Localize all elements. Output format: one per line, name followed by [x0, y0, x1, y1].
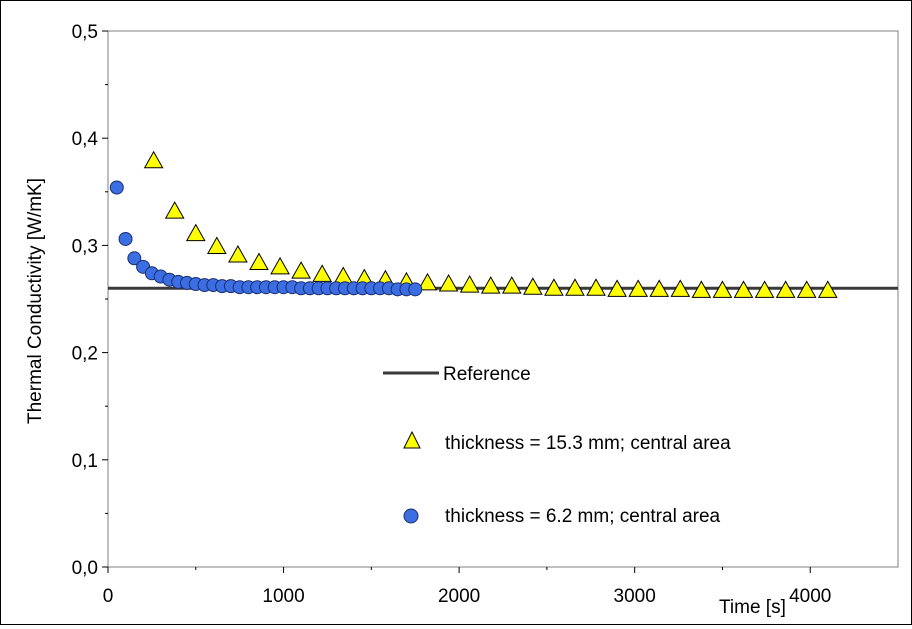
y-tick-label: 0,2: [72, 344, 98, 365]
triangle-point: [270, 256, 290, 275]
x-tick-label: 2000: [438, 586, 480, 607]
triangle-point: [228, 245, 248, 263]
triangle-point: [691, 280, 712, 298]
triangle-point: [185, 223, 206, 242]
triangle-point: [143, 150, 164, 169]
plot-area: [107, 30, 899, 568]
triangle-point: [670, 279, 691, 297]
legend-series-2-label: thickness = 6.2 mm; central area: [445, 506, 721, 527]
x-axis-label: Time [s]: [719, 597, 786, 618]
y-axis: 0,0 0,1 0,2 0,3 0,4 0,5: [72, 22, 108, 579]
triangle-point: [586, 278, 606, 296]
triangle-point: [712, 280, 733, 298]
triangle-point: [417, 272, 438, 291]
triangle-point: [459, 275, 480, 293]
triangle-point: [480, 276, 501, 294]
triangle-point: [291, 261, 311, 279]
circle-point: [109, 180, 124, 195]
circle-point: [408, 282, 423, 297]
circle-point: [127, 251, 142, 266]
legend-series-1-label: thickness = 15.3 mm; central area: [445, 433, 731, 454]
y-tick-label: 0,1: [72, 451, 98, 472]
legend-reference-label: Reference: [443, 364, 531, 385]
y-tick-label: 0,4: [72, 129, 99, 150]
triangle-point: [607, 279, 627, 297]
legend: Reference thickness = 15.3 mm; central a…: [383, 364, 731, 527]
triangle-point: [501, 276, 522, 294]
triangle-point: [164, 201, 185, 219]
series-2: [109, 180, 423, 297]
y-tick-label: 0,3: [72, 236, 98, 257]
triangle-point: [544, 278, 564, 296]
triangle-point: [312, 264, 333, 282]
x-tick-label: 0: [103, 586, 114, 607]
triangle-point: [649, 279, 670, 297]
legend-triangle-marker: [403, 430, 421, 449]
triangle-point: [565, 278, 585, 296]
circle-point: [118, 231, 133, 246]
triangle-point: [775, 280, 796, 298]
triangle-point: [438, 273, 459, 292]
triangle-point: [796, 280, 817, 298]
y-axis-label: Thermal Conductivity [W/mK]: [25, 178, 46, 424]
triangle-point: [206, 236, 227, 254]
y-tick-label: 0,5: [72, 22, 98, 43]
y-tick-label: 0,0: [72, 558, 98, 579]
triangle-point: [754, 280, 775, 298]
x-tick-label: 1000: [262, 586, 304, 607]
triangle-point: [733, 280, 754, 298]
x-tick-label: 3000: [614, 586, 656, 607]
triangle-point: [249, 252, 269, 271]
legend-circle-marker: [403, 508, 419, 524]
triangle-point: [817, 280, 838, 298]
triangle-point: [522, 277, 543, 295]
triangle-point: [628, 279, 649, 297]
x-tick-label: 4000: [789, 586, 831, 607]
x-axis: 0 1000 2000 3000 4000: [103, 567, 831, 607]
series-layer: [109, 150, 838, 298]
